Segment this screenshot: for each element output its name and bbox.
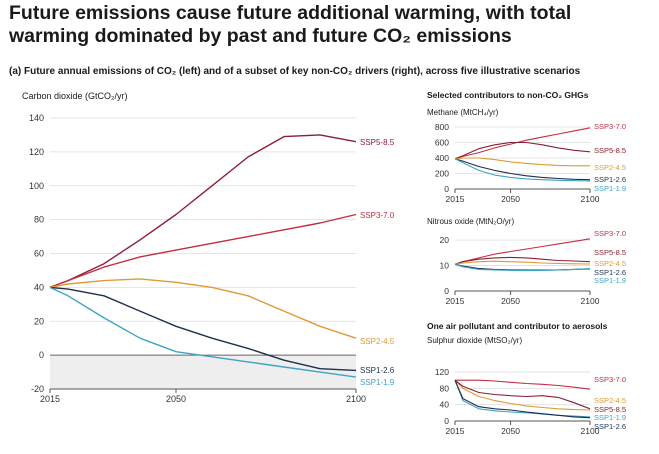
chart3-x-tick-label: 2100 bbox=[581, 296, 600, 306]
chart4-y-tick-label: 120 bbox=[435, 367, 449, 377]
chart4-x-tick-label: 2050 bbox=[501, 426, 520, 436]
chart1-y-axis-label: Carbon dioxide (GtCO₂/yr) bbox=[22, 91, 128, 101]
chart2-series-label-ssp1-2-6: SSP1-2.6 bbox=[594, 175, 626, 184]
right-section-label-aerosols: One air pollutant and contributor to aer… bbox=[427, 321, 608, 331]
chart1-x-tick-label: 2050 bbox=[166, 394, 186, 404]
chart-title: Future emissions cause future additional… bbox=[9, 2, 572, 47]
chart1-x-tick-label: 2100 bbox=[346, 394, 366, 404]
chart1-y-tick-label: 40 bbox=[34, 282, 44, 292]
chart1-y-tick-label: 140 bbox=[29, 113, 44, 123]
chart3-series-ssp2-4-5 bbox=[454, 260, 591, 265]
chart4-series-ssp5-8-5 bbox=[454, 379, 591, 410]
chart3-y-tick-label: 0 bbox=[444, 286, 449, 296]
chart1-x-tick-label: 2015 bbox=[40, 394, 60, 404]
chart1-series-ssp1-1-9 bbox=[49, 286, 357, 378]
chart3-x-tick-label: 2015 bbox=[446, 296, 465, 306]
chart2-y-tick-label: 0 bbox=[444, 184, 449, 194]
chart2-series-label-ssp2-4-5: SSP2-4.5 bbox=[594, 163, 626, 172]
chart2-y-tick-label: 600 bbox=[435, 138, 449, 148]
chart1-series-label-ssp3-7-0: SSP3-7.0 bbox=[360, 211, 395, 220]
chart4-y-tick-label: 40 bbox=[440, 400, 450, 410]
chart1-series-ssp2-4-5 bbox=[49, 278, 357, 339]
chart-subtitle: (a) Future annual emissions of CO₂ (left… bbox=[9, 66, 581, 77]
chart1-series-ssp3-7-0 bbox=[49, 213, 357, 289]
chart2-y-tick-label: 200 bbox=[435, 169, 449, 179]
chart4-series-label-ssp1-2-6: SSP1-2.6 bbox=[594, 422, 626, 431]
chart2-x-tick-label: 2015 bbox=[446, 194, 465, 204]
chart3-series-ssp5-8-5 bbox=[454, 256, 591, 265]
chart3-series-ssp3-7-0 bbox=[454, 238, 591, 265]
chart4-y-axis-label: Sulphur dioxide (MtSO₂/yr) bbox=[427, 336, 522, 345]
chart3-series-ssp1-1-9 bbox=[454, 263, 591, 272]
chart1-y-tick-label: -20 bbox=[31, 384, 44, 394]
chart2-x-tick-label: 2100 bbox=[581, 194, 600, 204]
chart1-y-tick-label: 60 bbox=[34, 249, 44, 259]
chart3-x-tick-label: 2050 bbox=[501, 296, 520, 306]
chart2-series-ssp3-7-0 bbox=[454, 127, 591, 160]
chart1-y-tick-label: 80 bbox=[34, 215, 44, 225]
chart1-series-label-ssp5-8-5: SSP5-8.5 bbox=[360, 138, 395, 147]
chart3-series-label-ssp3-7-0: SSP3-7.0 bbox=[594, 229, 626, 238]
chart2-y-tick-label: 400 bbox=[435, 153, 449, 163]
chart2-series-ssp1-2-6 bbox=[454, 158, 591, 181]
chart2-series-label-ssp1-1-9: SSP1-1.9 bbox=[594, 184, 626, 193]
chart4-x-tick-label: 2100 bbox=[581, 426, 600, 436]
chart1-series-ssp5-8-5 bbox=[49, 134, 357, 289]
chart3-series-label-ssp2-4-5: SSP2-4.5 bbox=[594, 259, 626, 268]
chart4-series-ssp3-7-0 bbox=[455, 379, 591, 390]
chart4-y-tick-label: 0 bbox=[444, 416, 449, 426]
right-section-label-ghg: Selected contributors to non-CO₂ GHGs bbox=[427, 90, 589, 100]
chart2-series-ssp2-4-5 bbox=[454, 157, 590, 167]
chart3-y-axis-label: Nitrous oxide (MtN₂O/yr) bbox=[427, 217, 514, 226]
chart4-series-label-ssp1-1-9: SSP1-1.9 bbox=[594, 413, 626, 422]
chart3-series-label-ssp1-2-6: SSP1-2.6 bbox=[594, 268, 626, 277]
chart4-x-tick-label: 2015 bbox=[446, 426, 465, 436]
chart4-series-label-ssp5-8-5: SSP5-8.5 bbox=[594, 405, 626, 414]
chart4-y-tick-label: 80 bbox=[440, 383, 450, 393]
chart1-series-label-ssp1-1-9: SSP1-1.9 bbox=[360, 378, 395, 387]
chart1-y-tick-label: 120 bbox=[29, 147, 44, 157]
chart1-y-tick-label: 100 bbox=[29, 181, 44, 191]
chart1-y-tick-label: 0 bbox=[39, 350, 44, 360]
chart2-series-ssp1-1-9 bbox=[454, 158, 591, 182]
chart2-y-tick-label: 800 bbox=[435, 122, 449, 132]
chart2-series-label-ssp5-8-5: SSP5-8.5 bbox=[594, 146, 626, 155]
chart4-series-ssp2-4-5 bbox=[454, 379, 591, 411]
chart4-series-ssp1-2-6 bbox=[454, 379, 591, 419]
chart3-y-tick-label: 10 bbox=[440, 261, 450, 271]
chart2-y-axis-label: Methane (MtCH₄/yr) bbox=[427, 108, 499, 117]
chart4-series-label-ssp3-7-0: SSP3-7.0 bbox=[594, 375, 626, 384]
chart1-negative-band bbox=[50, 355, 356, 389]
chart4-series-label-ssp2-4-5: SSP2-4.5 bbox=[594, 396, 626, 405]
chart1-series-label-ssp1-2-6: SSP1-2.6 bbox=[360, 366, 395, 375]
chart3-series-label-ssp1-1-9: SSP1-1.9 bbox=[594, 276, 626, 285]
chart1-series-ssp1-2-6 bbox=[49, 286, 357, 372]
chart3-series-label-ssp5-8-5: SSP5-8.5 bbox=[594, 248, 626, 257]
chart1-series-label-ssp2-4-5: SSP2-4.5 bbox=[360, 337, 395, 346]
chart2-series-ssp5-8-5 bbox=[454, 141, 591, 160]
chart2-x-tick-label: 2050 bbox=[501, 194, 520, 204]
chart1-y-tick-label: 20 bbox=[34, 316, 44, 326]
chart3-y-tick-label: 20 bbox=[440, 235, 450, 245]
chart2-series-label-ssp3-7-0: SSP3-7.0 bbox=[594, 122, 626, 131]
